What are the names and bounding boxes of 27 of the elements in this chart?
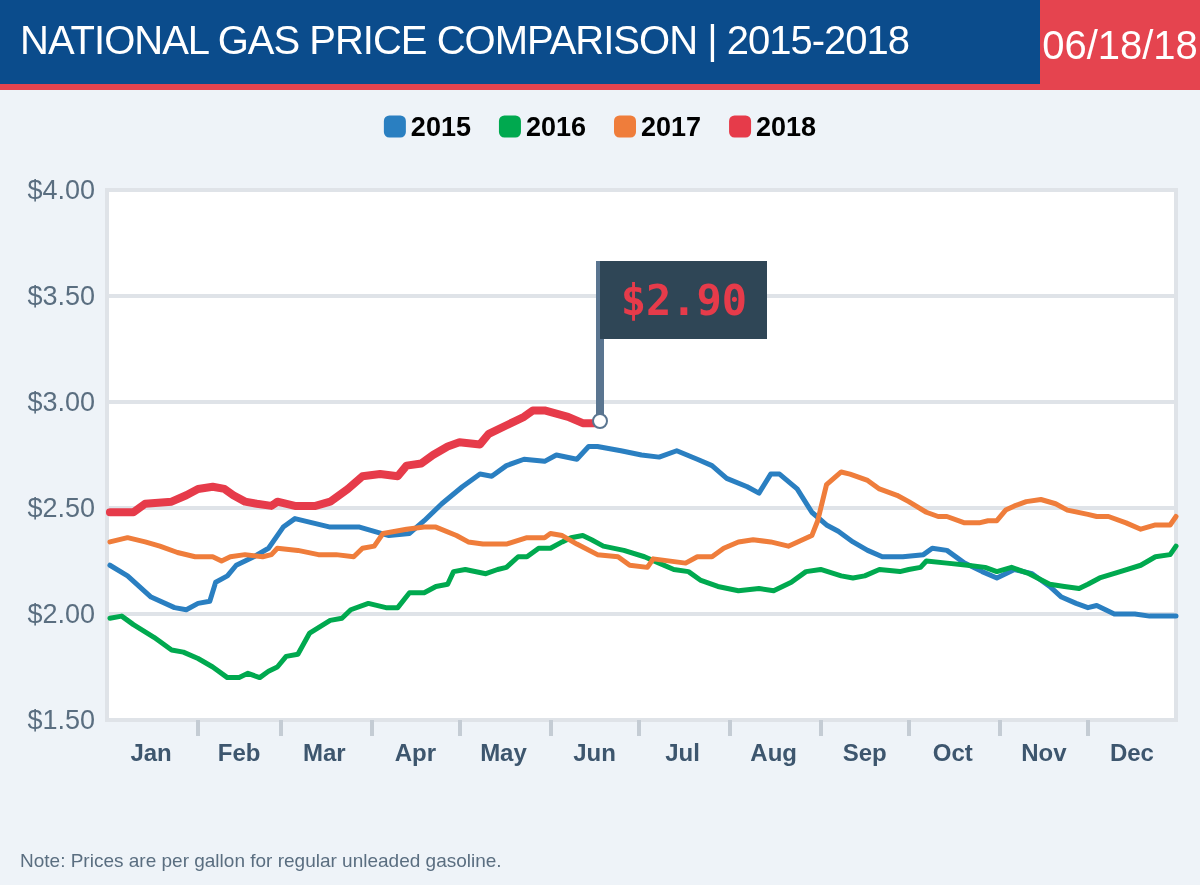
x-tick-label: Dec <box>1109 738 1154 766</box>
y-tick-label: $3.50 <box>27 281 95 311</box>
text: Note: Prices are per gallon for regular unleaded gasoline. <box>20 850 502 872</box>
x-tick-label: May <box>480 738 528 766</box>
x-tick-label: Aug <box>750 738 797 766</box>
chart-subtitle: 06/18/18 <box>1040 0 1200 90</box>
annotation: $2.90 <box>600 261 768 340</box>
x-tick-label: Nov <box>1021 738 1068 766</box>
flag-sign: $2.90 <box>592 261 768 432</box>
legend-label: 2016 <box>525 111 587 142</box>
y-tick-label: $3.00 <box>27 387 95 417</box>
legend-label: 2017 <box>641 111 702 142</box>
y-tick-label: $2.50 <box>27 493 95 523</box>
x-tick-label: Oct <box>932 738 973 766</box>
x-tick-label: Feb <box>217 738 261 766</box>
x-tick-label: Jun <box>573 738 616 766</box>
x-tick-label: Mar <box>302 738 346 766</box>
y-tick-label: $1.50 <box>27 705 95 735</box>
x-tick-label: Sep <box>842 738 887 766</box>
chart-title: NATIONAL GAS PRICE COMPARISON | 2015-2018 <box>20 18 909 63</box>
y-tick-label: $4.00 <box>27 175 95 205</box>
legend-label: 2015 <box>410 111 471 142</box>
y-tick-label: $2.00 <box>27 599 95 629</box>
legend-label: 2018 <box>756 111 817 142</box>
x-tick-label: Jul <box>665 738 700 766</box>
x-tick-label: Jan <box>130 738 172 766</box>
x-tick-label: Apr <box>394 738 437 766</box>
